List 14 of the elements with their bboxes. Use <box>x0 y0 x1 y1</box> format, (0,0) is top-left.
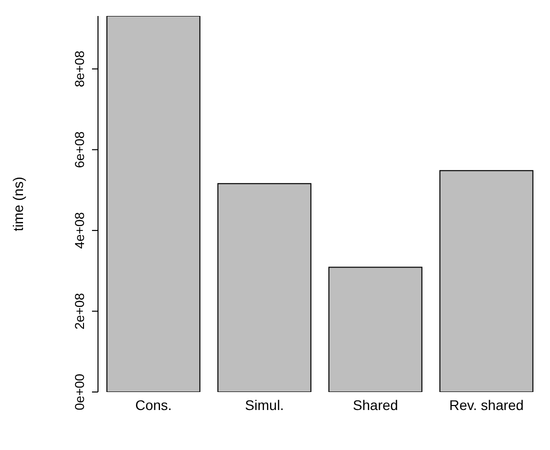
y-tick-label: 8e+08 <box>72 50 87 88</box>
y-axis-title: time (ns) <box>10 176 26 232</box>
y-tick-label: 6e+08 <box>72 131 87 168</box>
x-tick-label: Simul. <box>245 396 284 413</box>
bar <box>439 170 534 392</box>
y-tick-label: 0e+00 <box>72 374 87 410</box>
y-tick-label: 2e+08 <box>72 292 87 330</box>
bar <box>328 266 422 392</box>
x-tick-label: Shared <box>352 396 398 413</box>
bar <box>106 16 200 392</box>
x-tick-label: Rev. shared <box>449 396 524 413</box>
bar <box>217 183 312 392</box>
x-tick-label: Cons. <box>135 396 172 413</box>
y-tick-label: 4e+08 <box>72 212 87 249</box>
